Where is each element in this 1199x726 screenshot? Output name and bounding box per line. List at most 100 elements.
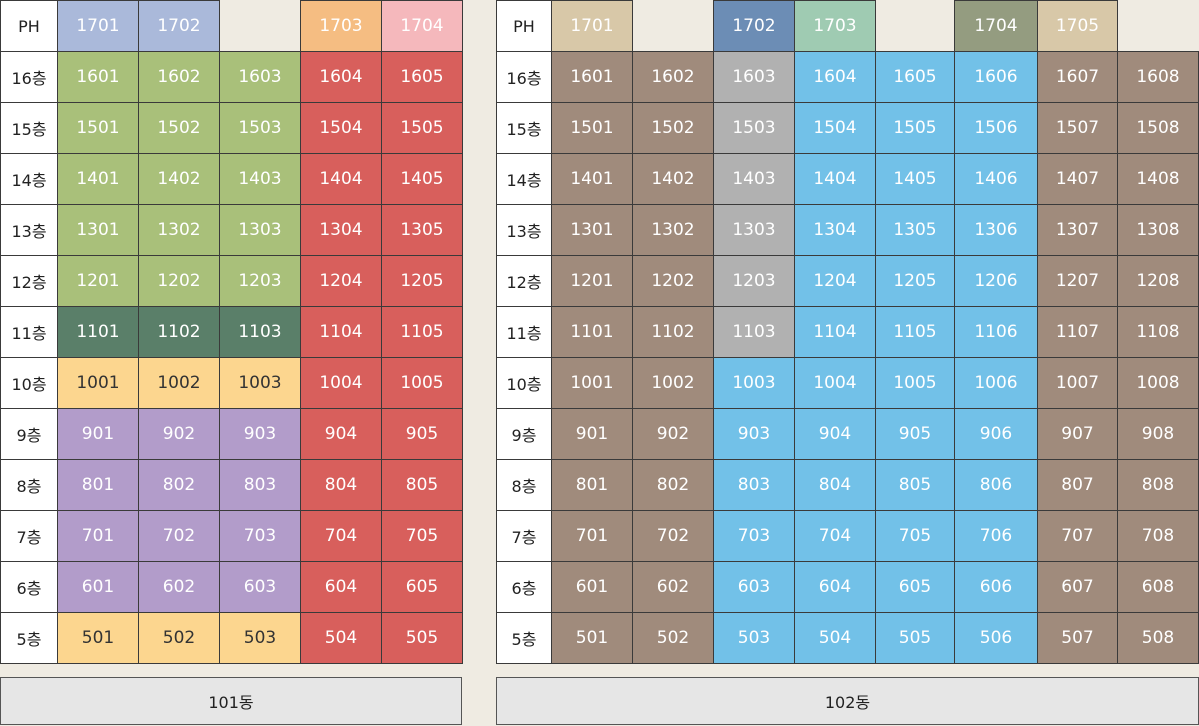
unit-cell[interactable]: 1605 <box>875 51 955 103</box>
unit-cell[interactable]: 1105 <box>381 306 463 358</box>
unit-cell[interactable]: 1508 <box>1117 102 1199 154</box>
unit-cell[interactable]: 1203 <box>219 255 301 307</box>
unit-cell[interactable]: 1303 <box>219 204 301 256</box>
unit-cell[interactable]: 904 <box>300 408 382 460</box>
unit-cell[interactable]: 704 <box>300 510 382 562</box>
unit-cell[interactable]: 908 <box>1117 408 1199 460</box>
unit-cell[interactable]: 1203 <box>713 255 795 307</box>
unit-cell[interactable]: 1303 <box>713 204 795 256</box>
unit-cell[interactable]: 1105 <box>875 306 955 358</box>
unit-cell[interactable]: 905 <box>381 408 463 460</box>
unit-cell[interactable]: 501 <box>551 612 633 664</box>
unit-cell[interactable]: 603 <box>713 561 795 613</box>
unit-cell[interactable]: 1406 <box>954 153 1038 205</box>
unit-cell[interactable]: 1404 <box>300 153 382 205</box>
unit-cell[interactable]: 1101 <box>551 306 633 358</box>
unit-cell[interactable]: 1305 <box>381 204 463 256</box>
unit-cell[interactable]: 706 <box>954 510 1038 562</box>
unit-cell[interactable]: 1102 <box>632 306 714 358</box>
unit-cell[interactable]: 1401 <box>57 153 139 205</box>
unit-cell[interactable]: 705 <box>381 510 463 562</box>
unit-cell[interactable]: 1502 <box>138 102 220 154</box>
unit-cell[interactable]: 1101 <box>57 306 139 358</box>
unit-cell[interactable]: 1403 <box>713 153 795 205</box>
unit-cell[interactable]: 506 <box>954 612 1038 664</box>
unit-cell[interactable]: 601 <box>57 561 139 613</box>
unit-cell[interactable]: 604 <box>300 561 382 613</box>
unit-cell[interactable]: 904 <box>794 408 876 460</box>
unit-cell[interactable]: 1208 <box>1117 255 1199 307</box>
unit-cell[interactable]: 1503 <box>713 102 795 154</box>
unit-cell[interactable]: 1205 <box>875 255 955 307</box>
unit-cell[interactable]: 907 <box>1037 408 1118 460</box>
unit-cell[interactable]: 1301 <box>57 204 139 256</box>
unit-cell[interactable]: 503 <box>713 612 795 664</box>
unit-cell[interactable]: 902 <box>138 408 220 460</box>
unit-cell[interactable]: 1704 <box>381 0 463 52</box>
unit-cell[interactable]: 1608 <box>1117 51 1199 103</box>
unit-cell[interactable]: 1501 <box>551 102 633 154</box>
unit-cell[interactable]: 805 <box>381 459 463 511</box>
unit-cell[interactable]: 802 <box>138 459 220 511</box>
unit-cell[interactable]: 1602 <box>138 51 220 103</box>
unit-cell[interactable]: 805 <box>875 459 955 511</box>
unit-cell[interactable]: 1003 <box>219 357 301 409</box>
unit-cell[interactable]: 1108 <box>1117 306 1199 358</box>
unit-cell[interactable]: 1504 <box>300 102 382 154</box>
unit-cell[interactable]: 1202 <box>138 255 220 307</box>
unit-cell[interactable]: 1102 <box>138 306 220 358</box>
unit-cell[interactable]: 701 <box>57 510 139 562</box>
unit-cell[interactable]: 1607 <box>1037 51 1118 103</box>
unit-cell[interactable]: 1104 <box>300 306 382 358</box>
unit-cell[interactable]: 903 <box>713 408 795 460</box>
unit-cell[interactable]: 1702 <box>713 0 795 52</box>
unit-cell[interactable]: 1601 <box>57 51 139 103</box>
unit-cell[interactable]: 1304 <box>794 204 876 256</box>
unit-cell[interactable]: 1603 <box>713 51 795 103</box>
unit-cell[interactable]: 703 <box>219 510 301 562</box>
unit-cell[interactable]: 1103 <box>219 306 301 358</box>
unit-cell[interactable]: 1204 <box>794 255 876 307</box>
unit-cell[interactable]: 1005 <box>875 357 955 409</box>
unit-cell[interactable]: 1301 <box>551 204 633 256</box>
unit-cell[interactable]: 501 <box>57 612 139 664</box>
unit-cell[interactable]: 1005 <box>381 357 463 409</box>
unit-cell[interactable]: 905 <box>875 408 955 460</box>
unit-cell[interactable]: 1603 <box>219 51 301 103</box>
unit-cell[interactable]: 1704 <box>954 0 1038 52</box>
unit-cell[interactable]: 1002 <box>632 357 714 409</box>
unit-cell[interactable]: 1306 <box>954 204 1038 256</box>
unit-cell[interactable]: 802 <box>632 459 714 511</box>
unit-cell[interactable]: 1308 <box>1117 204 1199 256</box>
unit-cell[interactable]: 1204 <box>300 255 382 307</box>
unit-cell[interactable]: 1107 <box>1037 306 1118 358</box>
unit-cell[interactable]: 1604 <box>300 51 382 103</box>
unit-cell[interactable]: 705 <box>875 510 955 562</box>
unit-cell[interactable]: 1205 <box>381 255 463 307</box>
unit-cell[interactable]: 1302 <box>138 204 220 256</box>
unit-cell[interactable]: 1504 <box>794 102 876 154</box>
unit-cell[interactable]: 704 <box>794 510 876 562</box>
unit-cell[interactable]: 1201 <box>57 255 139 307</box>
unit-cell[interactable]: 504 <box>794 612 876 664</box>
unit-cell[interactable]: 702 <box>632 510 714 562</box>
unit-cell[interactable]: 1404 <box>794 153 876 205</box>
unit-cell[interactable]: 801 <box>57 459 139 511</box>
unit-cell[interactable]: 1007 <box>1037 357 1118 409</box>
unit-cell[interactable]: 1503 <box>219 102 301 154</box>
unit-cell[interactable]: 1006 <box>954 357 1038 409</box>
unit-cell[interactable]: 1506 <box>954 102 1038 154</box>
unit-cell[interactable]: 1104 <box>794 306 876 358</box>
unit-cell[interactable]: 806 <box>954 459 1038 511</box>
unit-cell[interactable]: 1502 <box>632 102 714 154</box>
unit-cell[interactable]: 702 <box>138 510 220 562</box>
unit-cell[interactable]: 1207 <box>1037 255 1118 307</box>
unit-cell[interactable]: 606 <box>954 561 1038 613</box>
unit-cell[interactable]: 608 <box>1117 561 1199 613</box>
unit-cell[interactable]: 505 <box>381 612 463 664</box>
unit-cell[interactable]: 1307 <box>1037 204 1118 256</box>
unit-cell[interactable]: 1103 <box>713 306 795 358</box>
unit-cell[interactable]: 508 <box>1117 612 1199 664</box>
unit-cell[interactable]: 803 <box>713 459 795 511</box>
unit-cell[interactable]: 807 <box>1037 459 1118 511</box>
